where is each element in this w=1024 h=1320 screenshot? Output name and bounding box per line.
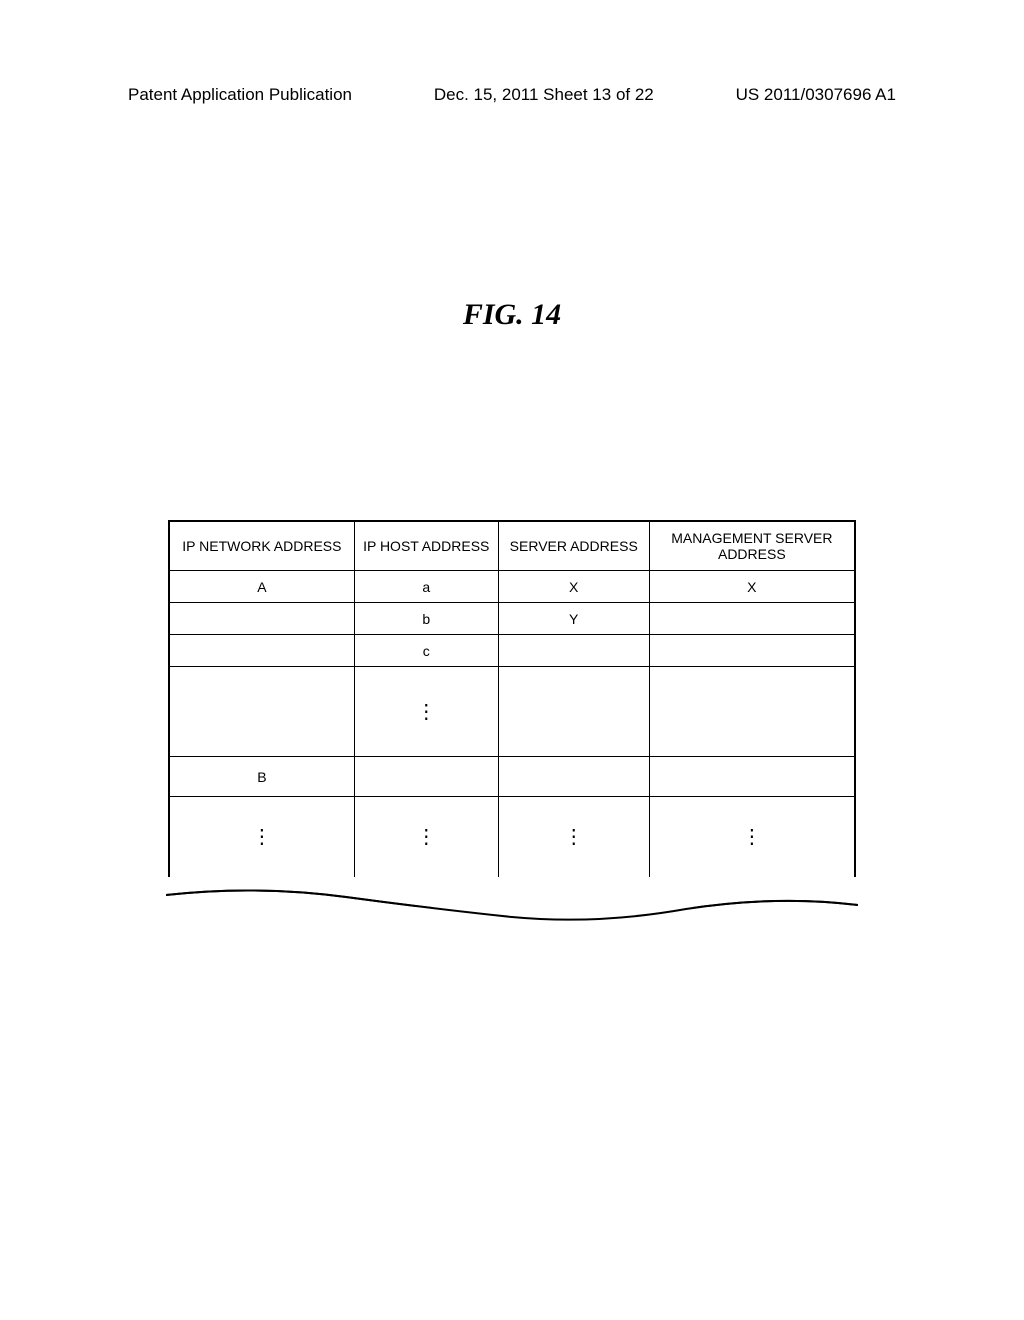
- header-right: US 2011/0307696 A1: [736, 85, 896, 105]
- page-header: Patent Application Publication Dec. 15, …: [0, 85, 1024, 105]
- col-header-server: SERVER ADDRESS: [498, 521, 649, 571]
- table-cell: a: [354, 571, 498, 603]
- table-cell: ⋮: [354, 667, 498, 757]
- table-cell: [354, 757, 498, 797]
- table-cell: [649, 635, 855, 667]
- figure-title: FIG. 14: [0, 298, 1024, 332]
- col-header-host: IP HOST ADDRESS: [354, 521, 498, 571]
- table-cell: [649, 603, 855, 635]
- table-cell: [498, 757, 649, 797]
- torn-edge-decoration: [166, 887, 858, 927]
- table-cell: b: [354, 603, 498, 635]
- address-table-container: IP NETWORK ADDRESS IP HOST ADDRESS SERVE…: [168, 520, 856, 877]
- col-header-network: IP NETWORK ADDRESS: [169, 521, 354, 571]
- table-cell: [169, 603, 354, 635]
- table-cell: [498, 667, 649, 757]
- table-cell: X: [649, 571, 855, 603]
- table-row-vdots: ⋮ ⋮ ⋮ ⋮: [169, 797, 855, 877]
- table-cell: ⋮: [354, 797, 498, 877]
- table-cell: ⋮: [649, 797, 855, 877]
- table-row: B: [169, 757, 855, 797]
- table-cell: A: [169, 571, 354, 603]
- table-cell: [649, 757, 855, 797]
- header-center: Dec. 15, 2011 Sheet 13 of 22: [434, 85, 654, 105]
- table-header-row: IP NETWORK ADDRESS IP HOST ADDRESS SERVE…: [169, 521, 855, 571]
- table-row: b Y: [169, 603, 855, 635]
- table-cell: [649, 667, 855, 757]
- col-header-management: MANAGEMENT SERVER ADDRESS: [649, 521, 855, 571]
- table-cell: [169, 635, 354, 667]
- table-cell: [498, 635, 649, 667]
- table-cell: Y: [498, 603, 649, 635]
- address-table: IP NETWORK ADDRESS IP HOST ADDRESS SERVE…: [168, 520, 856, 877]
- table-cell: X: [498, 571, 649, 603]
- header-left: Patent Application Publication: [128, 85, 352, 105]
- table-row-vdots: ⋮: [169, 667, 855, 757]
- table-cell: ⋮: [169, 797, 354, 877]
- table-cell: [169, 667, 354, 757]
- table-cell: B: [169, 757, 354, 797]
- table-cell: c: [354, 635, 498, 667]
- table-row: c: [169, 635, 855, 667]
- table-cell: ⋮: [498, 797, 649, 877]
- table-row: A a X X: [169, 571, 855, 603]
